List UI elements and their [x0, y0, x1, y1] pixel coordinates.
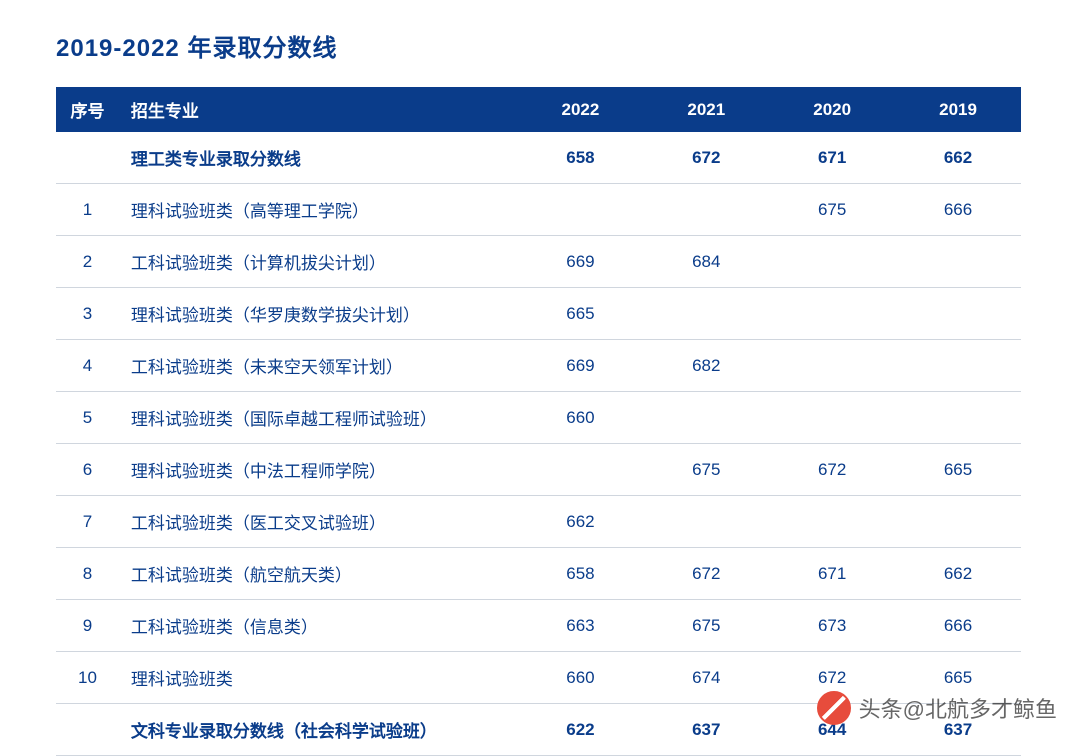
header-major: 招生专业 — [119, 87, 518, 132]
cell-index: 2 — [56, 236, 119, 288]
header-year-2019: 2019 — [895, 87, 1021, 132]
table-row: 理工类专业录取分数线658672671662 — [56, 132, 1021, 184]
table-row: 2工科试验班类（计算机拔尖计划）669684 — [56, 236, 1021, 288]
cell-score — [895, 236, 1021, 288]
cell-score — [643, 392, 769, 444]
cell-score: 666 — [895, 184, 1021, 236]
cell-major: 理科试验班类（中法工程师学院） — [119, 444, 518, 496]
header-year-2022: 2022 — [518, 87, 644, 132]
watermark-text: 头条@北航多才鲸鱼 — [859, 692, 1057, 724]
cell-score — [769, 496, 895, 548]
cell-major: 理科试验班类（华罗庚数学拔尖计划） — [119, 288, 518, 340]
table-row: 4工科试验班类（未来空天领军计划）669682 — [56, 340, 1021, 392]
cell-major: 工科试验班类（未来空天领军计划） — [119, 340, 518, 392]
table-row: 3理科试验班类（华罗庚数学拔尖计划）665 — [56, 288, 1021, 340]
header-row: 序号 招生专业 2022 2021 2020 2019 — [56, 87, 1021, 132]
cell-score — [643, 184, 769, 236]
table-body: 理工类专业录取分数线6586726716621理科试验班类（高等理工学院）675… — [56, 132, 1021, 756]
cell-index: 3 — [56, 288, 119, 340]
cell-major: 理科试验班类 — [119, 652, 518, 704]
header-year-2021: 2021 — [643, 87, 769, 132]
cell-index — [56, 132, 119, 184]
cell-index: 8 — [56, 548, 119, 600]
cell-score: 672 — [643, 548, 769, 600]
cell-score: 669 — [518, 236, 644, 288]
cell-major: 理科试验班类（高等理工学院） — [119, 184, 518, 236]
cell-index: 9 — [56, 600, 119, 652]
cell-score: 660 — [518, 392, 644, 444]
table-row: 7工科试验班类（医工交叉试验班）662 — [56, 496, 1021, 548]
cell-major: 工科试验班类（信息类） — [119, 600, 518, 652]
table-row: 5理科试验班类（国际卓越工程师试验班）660 — [56, 392, 1021, 444]
cell-score: 666 — [895, 600, 1021, 652]
cell-score: 675 — [643, 444, 769, 496]
cell-score: 658 — [518, 132, 644, 184]
cell-major: 理科试验班类（国际卓越工程师试验班） — [119, 392, 518, 444]
cell-score: 671 — [769, 132, 895, 184]
cell-score: 637 — [643, 704, 769, 756]
cell-major: 文科专业录取分数线（社会科学试验班） — [119, 704, 518, 756]
cell-score: 674 — [643, 652, 769, 704]
cell-score: 665 — [895, 444, 1021, 496]
page-title: 2019-2022 年录取分数线 — [56, 28, 1021, 63]
header-year-2020: 2020 — [769, 87, 895, 132]
header-index: 序号 — [56, 87, 119, 132]
table-row: 6理科试验班类（中法工程师学院） 675672665 — [56, 444, 1021, 496]
cell-score: 663 — [518, 600, 644, 652]
cell-score — [769, 288, 895, 340]
cell-score — [518, 444, 644, 496]
cell-score: 665 — [518, 288, 644, 340]
cell-major: 理工类专业录取分数线 — [119, 132, 518, 184]
cell-score: 622 — [518, 704, 644, 756]
table-row: 1理科试验班类（高等理工学院） 675666 — [56, 184, 1021, 236]
cell-score — [895, 340, 1021, 392]
cell-score: 662 — [895, 548, 1021, 600]
cell-score: 684 — [643, 236, 769, 288]
cell-score — [895, 288, 1021, 340]
cell-score — [769, 236, 895, 288]
cell-index: 10 — [56, 652, 119, 704]
watermark: 头条@北航多才鲸鱼 — [817, 691, 1057, 725]
cell-score: 672 — [769, 444, 895, 496]
cell-index: 7 — [56, 496, 119, 548]
cell-score: 675 — [769, 184, 895, 236]
cell-score — [769, 340, 895, 392]
cell-major: 工科试验班类（医工交叉试验班） — [119, 496, 518, 548]
cell-score — [518, 184, 644, 236]
cell-index: 5 — [56, 392, 119, 444]
cell-index: 1 — [56, 184, 119, 236]
cell-score — [769, 392, 895, 444]
cell-score: 682 — [643, 340, 769, 392]
cell-score — [643, 288, 769, 340]
cell-score — [895, 392, 1021, 444]
cell-index — [56, 704, 119, 756]
watermark-logo-icon — [817, 691, 851, 725]
cell-score: 673 — [769, 600, 895, 652]
cell-score — [643, 496, 769, 548]
cell-index: 4 — [56, 340, 119, 392]
cell-score: 660 — [518, 652, 644, 704]
admission-score-table: 序号 招生专业 2022 2021 2020 2019 理工类专业录取分数线65… — [56, 87, 1021, 756]
cell-score: 658 — [518, 548, 644, 600]
cell-score: 675 — [643, 600, 769, 652]
cell-score: 669 — [518, 340, 644, 392]
cell-score: 662 — [518, 496, 644, 548]
table-row: 9工科试验班类（信息类）663675673666 — [56, 600, 1021, 652]
cell-score — [895, 496, 1021, 548]
cell-index: 6 — [56, 444, 119, 496]
cell-major: 工科试验班类（计算机拔尖计划） — [119, 236, 518, 288]
cell-major: 工科试验班类（航空航天类） — [119, 548, 518, 600]
cell-score: 672 — [643, 132, 769, 184]
cell-score: 662 — [895, 132, 1021, 184]
cell-score: 671 — [769, 548, 895, 600]
table-row: 8工科试验班类（航空航天类）658672671662 — [56, 548, 1021, 600]
